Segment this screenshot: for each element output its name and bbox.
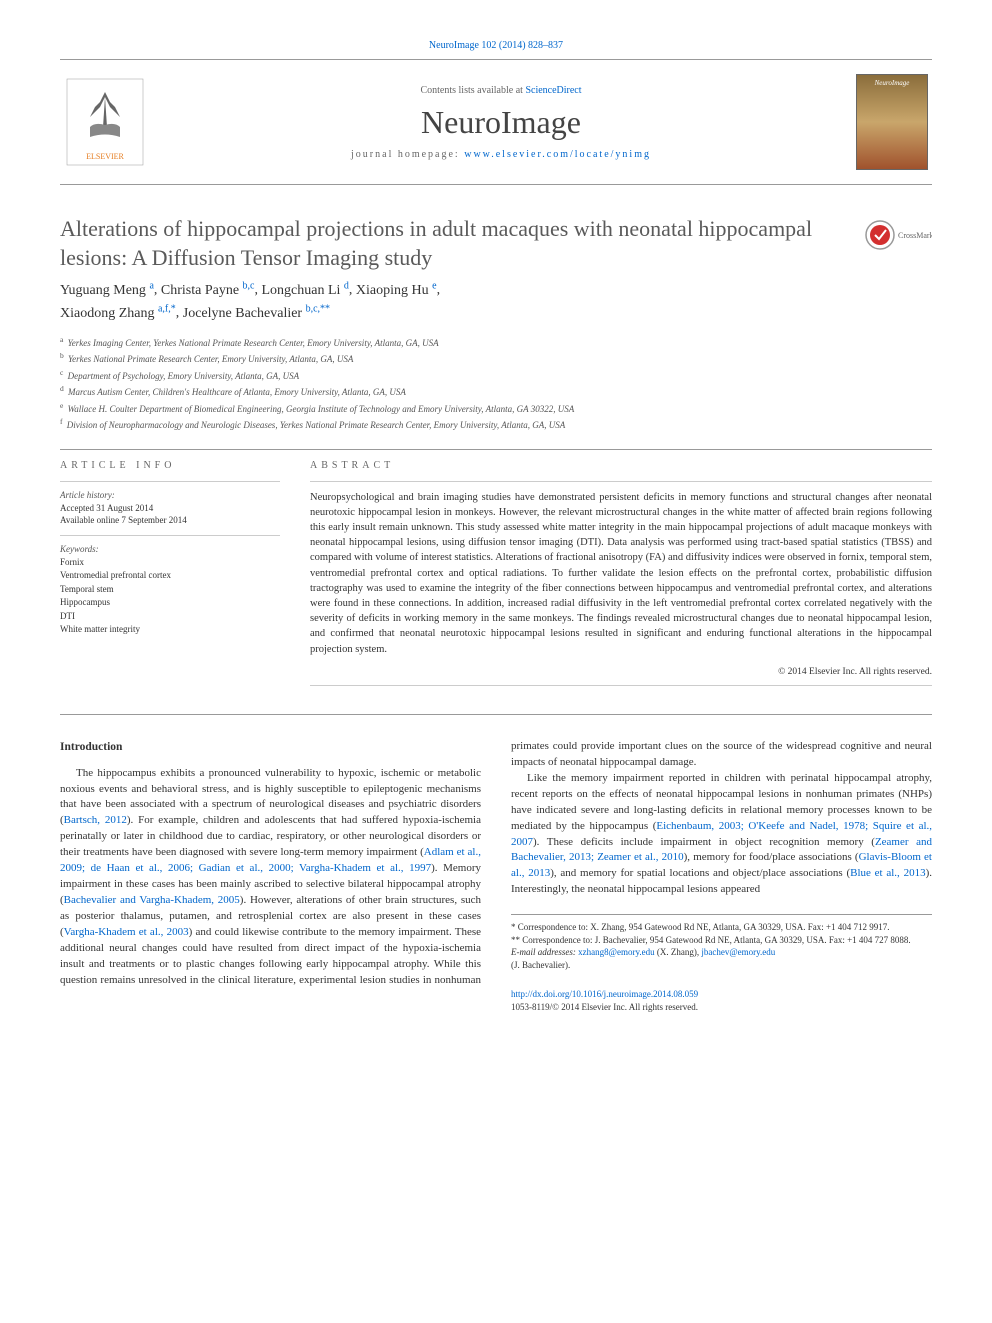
author-sup[interactable]: b,c,** — [306, 303, 330, 314]
journal-header: ELSEVIER Contents lists available at Sci… — [60, 59, 932, 185]
header-center: Contents lists available at ScienceDirec… — [150, 85, 852, 160]
article-info-heading: ARTICLE INFO — [60, 460, 280, 471]
affiliation: f Division of Neuropharmacology and Neur… — [60, 416, 932, 433]
header-citation[interactable]: NeuroImage 102 (2014) 828–837 — [60, 40, 932, 51]
keyword: Ventromedial prefrontal cortex — [60, 569, 280, 583]
elsevier-tree-logo-icon: ELSEVIER — [65, 77, 145, 167]
corr-1: * Correspondence to: X. Zhang, 954 Gatew… — [511, 921, 932, 934]
abstract-column: ABSTRACT Neuropsychological and brain im… — [310, 460, 932, 694]
doi-block: http://dx.doi.org/10.1016/j.neuroimage.2… — [511, 988, 932, 1014]
keywords-list: Fornix Ventromedial prefrontal cortex Te… — [60, 556, 280, 637]
affiliations-list: a Yerkes Imaging Center, Yerkes National… — [60, 334, 932, 433]
author-sup[interactable]: a — [149, 280, 153, 291]
divider — [60, 449, 932, 450]
issn-copyright: 1053-8119/© 2014 Elsevier Inc. All right… — [511, 1001, 932, 1014]
body-columns: Introduction The hippocampus exhibits a … — [60, 739, 932, 1014]
abstract-copyright: © 2014 Elsevier Inc. All rights reserved… — [310, 667, 932, 677]
citation-link[interactable]: Vargha-Khadem et al., 2003 — [64, 926, 189, 938]
article-info-column: ARTICLE INFO Article history: Accepted 3… — [60, 460, 280, 694]
authors-list: Yuguang Meng a, Christa Payne b,c, Longc… — [60, 278, 932, 323]
intro-para-2: Like the memory impairment reported in c… — [511, 771, 932, 899]
citation-link[interactable]: Blue et al., 2013 — [850, 867, 925, 879]
sciencedirect-link[interactable]: ScienceDirect — [525, 85, 581, 96]
author: Jocelyne Bachevalier b,c,** — [183, 306, 330, 321]
author: Yuguang Meng a — [60, 283, 154, 298]
crossmark-label: CrossMark — [898, 231, 932, 240]
doi-link[interactable]: http://dx.doi.org/10.1016/j.neuroimage.2… — [511, 989, 698, 999]
corr-2: ** Correspondence to: J. Bachevalier, 95… — [511, 934, 932, 947]
info-divider — [60, 481, 280, 482]
author-sup[interactable]: d — [344, 280, 349, 291]
info-divider — [310, 685, 932, 686]
correspondence-footer: * Correspondence to: X. Zhang, 954 Gatew… — [511, 914, 932, 971]
email-link[interactable]: jbachev@emory.edu — [701, 947, 775, 957]
abstract-text: Neuropsychological and brain imaging stu… — [310, 490, 932, 657]
publisher-logo-container: ELSEVIER — [60, 72, 150, 172]
author-sup[interactable]: a,f,* — [158, 303, 176, 314]
available-date: Available online 7 September 2014 — [60, 514, 280, 527]
journal-cover-container: NeuroImage — [852, 72, 932, 172]
contents-line: Contents lists available at ScienceDirec… — [150, 85, 852, 96]
info-divider — [60, 535, 280, 536]
history-label: Article history: — [60, 490, 280, 500]
affiliation: a Yerkes Imaging Center, Yerkes National… — [60, 334, 932, 351]
email-line: E-mail addresses: xzhang8@emory.edu (X. … — [511, 946, 932, 959]
homepage-link[interactable]: www.elsevier.com/locate/ynimg — [464, 149, 651, 160]
author: Longchuan Li d — [262, 283, 349, 298]
crossmark-icon[interactable]: CrossMark — [862, 215, 932, 255]
cover-label: NeuroImage — [861, 79, 923, 87]
citation-link[interactable]: Bachevalier and Vargha-Khadem, 2005 — [64, 894, 240, 906]
abstract-heading: ABSTRACT — [310, 460, 932, 471]
affiliation: b Yerkes National Primate Research Cente… — [60, 350, 932, 367]
homepage-prefix: journal homepage: — [351, 149, 464, 160]
author: Christa Payne b,c — [161, 283, 255, 298]
affiliation: e Wallace H. Coulter Department of Biome… — [60, 400, 932, 417]
contents-prefix: Contents lists available at — [420, 85, 525, 96]
author-sup[interactable]: b,c — [243, 280, 255, 291]
affiliation: d Marcus Autism Center, Children's Healt… — [60, 383, 932, 400]
keywords-label: Keywords: — [60, 544, 280, 554]
title-block: Alterations of hippocampal projections i… — [60, 215, 932, 272]
article-title: Alterations of hippocampal projections i… — [60, 215, 842, 272]
homepage-line: journal homepage: www.elsevier.com/locat… — [150, 149, 852, 160]
keyword: Fornix — [60, 556, 280, 570]
email-link[interactable]: xzhang8@emory.edu — [578, 947, 654, 957]
citation-link[interactable]: Bartsch, 2012 — [64, 814, 127, 826]
affiliation: c Department of Psychology, Emory Univer… — [60, 367, 932, 384]
author: Xiaodong Zhang a,f,* — [60, 306, 176, 321]
info-divider — [310, 481, 932, 482]
accepted-date: Accepted 31 August 2014 — [60, 502, 280, 515]
keyword: White matter integrity — [60, 623, 280, 637]
author: Xiaoping Hu e — [356, 283, 437, 298]
journal-cover-icon: NeuroImage — [856, 74, 928, 170]
keyword: DTI — [60, 610, 280, 624]
svg-text:ELSEVIER: ELSEVIER — [86, 152, 124, 161]
author-sup[interactable]: e — [432, 280, 436, 291]
keyword: Hippocampus — [60, 596, 280, 610]
keyword: Temporal stem — [60, 583, 280, 597]
email-name-2: (J. Bachevalier). — [511, 959, 932, 972]
divider — [60, 714, 932, 715]
info-abstract-row: ARTICLE INFO Article history: Accepted 3… — [60, 460, 932, 694]
introduction-heading: Introduction — [60, 739, 481, 756]
journal-name: NeuroImage — [150, 104, 852, 141]
